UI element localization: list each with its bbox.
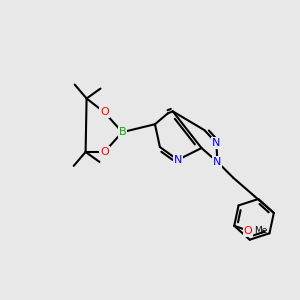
Text: O: O — [244, 226, 253, 236]
Text: N: N — [174, 155, 182, 165]
Text: B: B — [118, 127, 126, 137]
Text: N: N — [212, 138, 220, 148]
Text: N: N — [213, 157, 222, 167]
Text: O: O — [100, 147, 109, 157]
Text: Me: Me — [254, 226, 268, 235]
Text: O: O — [100, 107, 109, 117]
